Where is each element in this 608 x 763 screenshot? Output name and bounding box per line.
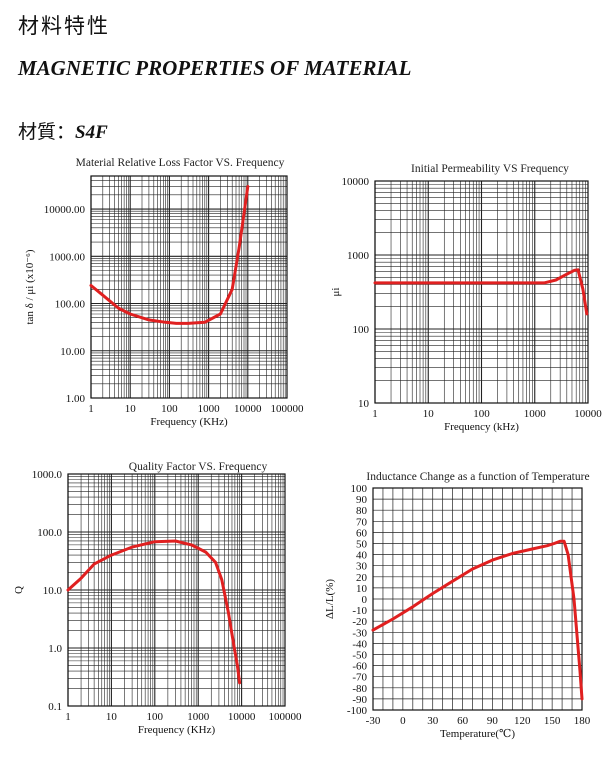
y-tick-label: -90 (352, 694, 367, 706)
series-line-temp (371, 539, 584, 701)
x-tick-label: 30 (427, 715, 439, 727)
y-tick-label: 100 (353, 324, 370, 336)
series-line-q (66, 539, 242, 685)
x-tick-label: 100000 (269, 711, 303, 723)
y-axis-label: ΔL/L(%) (324, 579, 336, 619)
plot-frame (372, 487, 583, 711)
x-tick-label: 10000 (574, 408, 602, 420)
x-tick-label: 0 (400, 715, 406, 727)
x-tick-label: 180 (574, 715, 591, 727)
x-tick-label: 120 (514, 715, 531, 727)
grid-loss (90, 175, 287, 399)
chart-title: Quality Factor VS. Frequency (129, 461, 268, 473)
x-tick-label: 1 (372, 408, 378, 420)
y-tick-label: 20 (356, 572, 368, 584)
series-line-perm (373, 268, 589, 316)
material-name: S4F (75, 122, 108, 143)
y-axis-label: tan δ / μi (x10⁻⁶) (24, 249, 36, 324)
grid-temp (372, 487, 583, 711)
x-tick-label: 10 (423, 408, 435, 420)
y-tick-label: -20 (352, 616, 367, 628)
y-tick-label: 0 (362, 594, 368, 606)
y-tick-label: -100 (347, 705, 368, 717)
y-tick-label: -70 (352, 672, 367, 684)
chart-title: Initial Permeability VS Frequency (411, 163, 569, 175)
x-tick-label: 100 (147, 711, 164, 723)
x-tick-label: 90 (487, 715, 499, 727)
x-tick-label: 100 (473, 408, 490, 420)
x-tick-label: 10 (125, 403, 137, 415)
y-tick-label: -80 (352, 683, 367, 695)
x-tick-label: 10000 (234, 403, 262, 415)
y-tick-label: 70 (356, 516, 368, 528)
x-tick-label: 1000 (187, 711, 210, 723)
x-axis-label: Frequency (KHz) (138, 724, 216, 736)
x-tick-label: 150 (544, 715, 561, 727)
y-tick-label: 100.00 (55, 299, 86, 311)
chart-loss: 1 10 100 1000 10000 100000 1.00 10.00 100.00 1000… (24, 157, 304, 428)
y-tick-label: 1000 (347, 250, 370, 262)
y-tick-label: 50 (356, 539, 368, 551)
y-tick-label: -60 (352, 661, 367, 673)
y-tick-label: -40 (352, 638, 367, 650)
y-tick-label: 100.0 (37, 527, 62, 539)
x-tick-label: 60 (457, 715, 469, 727)
y-axis-label: Q (13, 586, 25, 594)
y-tick-label: 40 (356, 550, 368, 562)
y-tick-label: 10 (358, 398, 370, 410)
y-tick-label: -30 (352, 627, 367, 639)
x-tick-label: 100000 (271, 403, 305, 415)
page-title-cn: 材料特性 (18, 14, 110, 38)
series-line-loss (89, 185, 250, 325)
x-tick-label: 10000 (228, 711, 256, 723)
chart-q: 1 10 100 1000 10000 100000 0.1 1.0 10.0 100.0 1000… (13, 461, 302, 736)
y-tick-label: 90 (356, 494, 368, 506)
y-tick-label: 10000.00 (44, 204, 86, 216)
plot-frame (374, 180, 589, 404)
x-tick-label: 1 (65, 711, 71, 723)
x-axis-label: Temperature(℃) (440, 728, 515, 740)
x-tick-label: 100 (161, 403, 178, 415)
y-tick-label: 60 (356, 527, 368, 539)
x-tick-label: -30 (366, 715, 381, 727)
y-tick-label: 10.0 (43, 585, 63, 597)
grid-perm (374, 181, 588, 404)
y-tick-label: 1000.0 (32, 469, 63, 481)
chart-title: Inductance Change as a function of Tempe… (366, 471, 589, 483)
y-axis-label: μi (330, 288, 342, 297)
y-tick-label: 10.00 (60, 346, 85, 358)
x-tick-label: 1000 (198, 403, 221, 415)
y-tick-label: -10 (352, 605, 367, 617)
x-axis-label: Frequency (KHz) (150, 416, 228, 428)
x-tick-label: 1000 (524, 408, 547, 420)
chart-temp: -30 0 30 60 90 120 150 180-100-90-80-70-60-50-4… (324, 471, 591, 740)
chart-title: Material Relative Loss Factor VS. Freque… (76, 157, 285, 169)
material-label: 材質： (18, 122, 76, 143)
x-tick-label: 1 (88, 403, 94, 415)
x-tick-label: 10 (106, 711, 118, 723)
x-axis-label: Frequency (kHz) (444, 421, 519, 433)
y-tick-label: 30 (356, 561, 368, 573)
y-tick-label: 1.00 (66, 393, 86, 405)
y-tick-label: 10000 (342, 176, 370, 188)
y-tick-label: -50 (352, 650, 367, 662)
y-tick-label: 1.0 (48, 643, 62, 655)
material-line: 材質：S4F (18, 117, 108, 144)
y-tick-label: 10 (356, 583, 368, 595)
y-tick-label: 0.1 (48, 701, 62, 713)
y-tick-label: 100 (351, 483, 368, 495)
grid-q (67, 474, 285, 707)
page-title-en: MAGNETIC PROPERTIES OF MATERIAL (18, 56, 412, 80)
y-tick-label: 80 (356, 505, 368, 517)
y-tick-label: 1000.00 (49, 251, 85, 263)
